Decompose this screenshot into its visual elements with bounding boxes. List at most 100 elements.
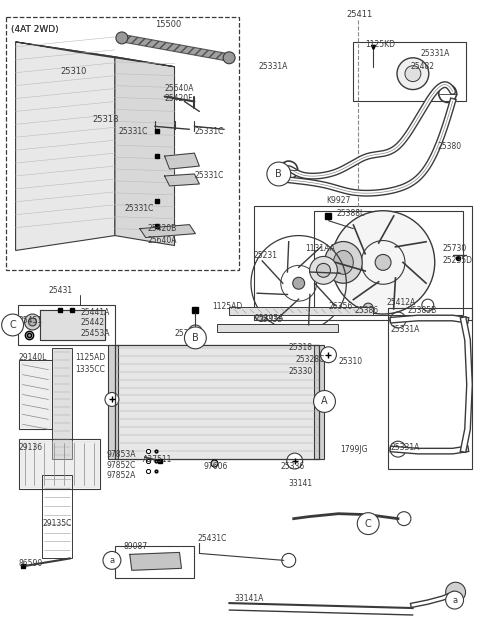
Bar [19,360,52,429]
Text: 25411: 25411 [347,10,372,19]
Circle shape [321,347,336,363]
Circle shape [184,327,206,349]
Bar [6,17,239,271]
Text: C: C [9,320,16,330]
Polygon shape [21,362,50,428]
Polygon shape [140,224,195,238]
Circle shape [223,52,235,63]
Bar [108,345,118,459]
Text: 25318: 25318 [92,115,119,124]
Text: (4AT 2WD): (4AT 2WD) [11,26,58,35]
Text: 15500: 15500 [155,19,181,28]
Circle shape [363,303,373,313]
Bar [353,42,466,101]
Circle shape [375,254,391,271]
Text: 25412A: 25412A [386,297,415,306]
Circle shape [405,66,421,81]
Text: 1125KD: 1125KD [365,40,395,49]
Text: 1125AD: 1125AD [212,302,242,311]
Ellipse shape [334,251,353,274]
Text: 25386: 25386 [354,306,378,315]
Text: 25336: 25336 [281,462,305,470]
Circle shape [255,309,267,321]
Text: 25331C: 25331C [125,204,154,213]
Circle shape [445,591,464,609]
Text: 25235D: 25235D [443,256,473,265]
Text: 89087: 89087 [124,542,148,551]
Text: 25331A: 25331A [390,443,420,452]
Circle shape [287,453,303,469]
Text: 25453A: 25453A [80,329,109,338]
Text: 25431: 25431 [48,286,72,295]
Text: 25431C: 25431C [197,534,227,543]
Text: 1125AD: 1125AD [75,353,106,362]
Text: 1131AA: 1131AA [306,244,336,253]
Bar [115,547,194,578]
Text: B: B [276,169,282,179]
Polygon shape [120,34,231,62]
Text: 33141A: 33141A [234,594,264,603]
Text: 25442: 25442 [80,319,104,328]
Text: 25482: 25482 [411,62,435,71]
Bar [229,307,373,315]
Circle shape [445,582,466,602]
Polygon shape [165,153,199,169]
Text: 25380: 25380 [438,142,462,151]
Text: 25385B: 25385B [408,306,437,315]
Text: 25640A: 25640A [165,84,194,93]
Text: 25640A: 25640A [148,236,177,245]
Text: 1799JG: 1799JG [340,445,368,454]
Text: 25318: 25318 [289,344,313,353]
Text: 25420F: 25420F [165,94,193,103]
Text: 25331A: 25331A [390,326,420,335]
Text: 29140L: 29140L [19,353,47,362]
Circle shape [357,513,379,535]
Circle shape [105,392,119,406]
Text: 25331C: 25331C [194,127,224,136]
Text: 25331A: 25331A [421,49,450,58]
Polygon shape [40,310,105,340]
Circle shape [332,211,435,314]
Text: 26356: 26356 [328,302,353,311]
Text: 25730: 25730 [443,244,467,253]
Text: a: a [109,556,115,565]
Circle shape [316,263,330,278]
Text: 86590: 86590 [19,559,43,568]
Bar [42,475,72,558]
Circle shape [2,314,24,336]
Ellipse shape [324,242,362,283]
Polygon shape [115,345,319,459]
Circle shape [116,32,128,44]
Circle shape [189,325,203,339]
Text: a: a [452,595,457,604]
Text: 33141: 33141 [289,479,313,488]
Text: 25331C: 25331C [194,172,224,181]
Circle shape [103,551,121,569]
Bar [388,308,472,469]
Circle shape [397,58,429,90]
Text: A37511: A37511 [143,454,172,463]
Circle shape [267,162,291,186]
Bar [313,345,324,459]
Text: 97853A: 97853A [107,449,136,458]
Bar [313,211,463,315]
Text: 25310: 25310 [338,357,362,366]
Text: A: A [321,396,328,406]
Text: 25231: 25231 [254,251,278,260]
Polygon shape [15,42,115,251]
Text: C: C [365,519,372,529]
Text: 25310: 25310 [60,67,87,76]
Circle shape [293,278,305,289]
Bar [254,206,472,320]
Polygon shape [165,174,199,186]
Bar [18,305,115,345]
Text: 97852A: 97852A [107,471,136,481]
Circle shape [310,256,337,284]
Text: 1335CC: 1335CC [75,365,105,374]
Text: 25388L: 25388L [336,209,365,218]
Circle shape [313,390,336,412]
Polygon shape [15,42,175,67]
Text: B: B [192,333,199,343]
Text: 29136: 29136 [19,443,43,452]
Bar [52,348,72,459]
